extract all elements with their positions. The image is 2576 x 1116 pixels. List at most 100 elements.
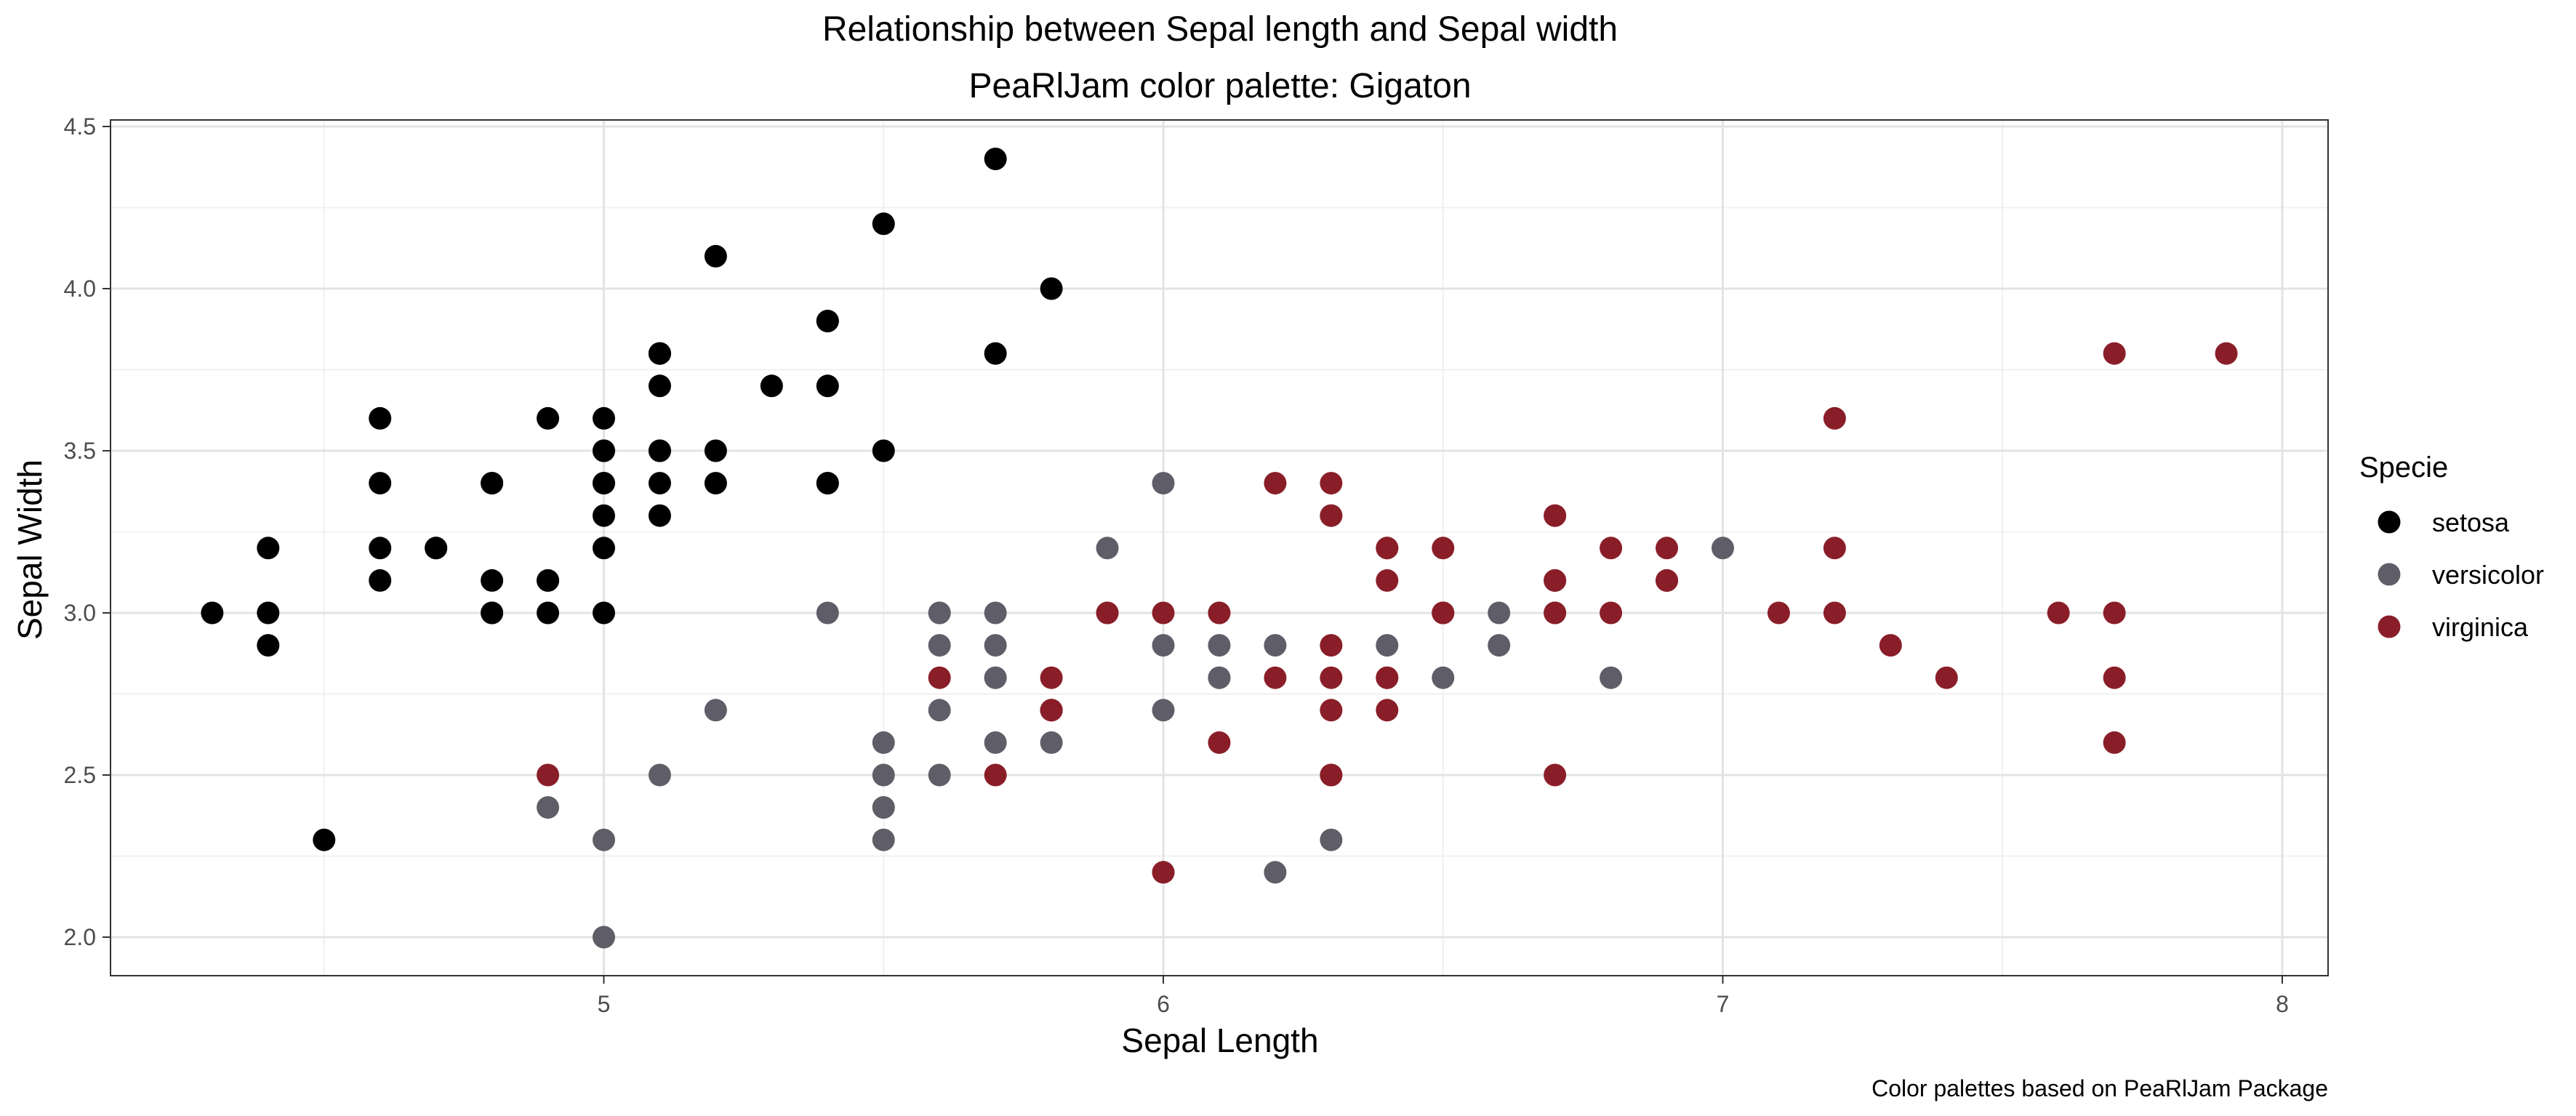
point-versicolor [704, 699, 727, 722]
point-virginica [1208, 601, 1231, 625]
point-versicolor [872, 796, 895, 819]
point-virginica [1600, 601, 1623, 625]
point-versicolor [1152, 699, 1175, 722]
point-versicolor [928, 601, 951, 625]
point-setosa [704, 439, 727, 462]
point-setosa [984, 148, 1007, 171]
plot-panel-border [110, 119, 2329, 976]
point-virginica [1544, 763, 1567, 787]
point-versicolor [1488, 634, 1511, 657]
point-virginica [537, 763, 560, 787]
point-setosa [648, 342, 671, 365]
point-versicolor [1208, 634, 1231, 657]
point-setosa [593, 439, 615, 462]
point-virginica [1544, 504, 1567, 527]
point-virginica [1320, 699, 1343, 722]
point-setosa [593, 504, 615, 527]
point-virginica [1320, 634, 1343, 657]
legend-items: setosa versicolor virginica [2378, 507, 2544, 642]
point-versicolor [928, 699, 951, 722]
point-virginica [928, 666, 951, 689]
point-setosa [257, 634, 280, 657]
legend-key-virginica [2378, 615, 2401, 638]
point-setosa [425, 537, 448, 560]
y-tick-label: 3.5 [64, 438, 96, 464]
point-versicolor [1264, 634, 1287, 657]
point-setosa [593, 537, 615, 560]
point-virginica [1376, 666, 1399, 689]
point-setosa [648, 374, 671, 398]
point-virginica [1152, 601, 1175, 625]
point-versicolor [1096, 537, 1119, 560]
point-virginica [2047, 601, 2070, 625]
point-setosa [369, 569, 392, 592]
point-setosa [648, 504, 671, 527]
minor-gridlines [111, 120, 2328, 976]
y-tick-label: 2.0 [64, 924, 96, 950]
point-virginica [1656, 537, 1679, 560]
point-setosa [369, 537, 392, 560]
point-setosa [369, 472, 392, 495]
point-setosa [313, 828, 336, 851]
point-setosa [816, 310, 839, 333]
plot-panel-background [111, 120, 2328, 976]
point-versicolor [1432, 666, 1455, 689]
point-setosa [760, 374, 783, 398]
point-setosa [537, 406, 560, 430]
point-setosa [481, 569, 504, 592]
point-versicolor [537, 796, 560, 819]
y-axis-ticks: 2.0 2.5 3.0 3.5 4.0 4.5 [64, 113, 111, 950]
point-versicolor [1376, 634, 1399, 657]
point-virginica [2103, 731, 2126, 754]
point-versicolor [872, 731, 895, 754]
point-versicolor [984, 634, 1007, 657]
point-virginica [1823, 601, 1846, 625]
point-setosa [537, 601, 560, 625]
point-setosa [648, 439, 671, 462]
x-axis-label: Sepal Length [1121, 1021, 1318, 1059]
point-virginica [1096, 601, 1119, 625]
point-setosa [816, 374, 839, 398]
point-versicolor [1712, 537, 1734, 560]
x-tick-label: 5 [598, 991, 611, 1017]
legend-label-setosa: setosa [2432, 507, 2510, 537]
x-tick-label: 6 [1157, 991, 1170, 1017]
point-setosa [257, 537, 280, 560]
point-versicolor [872, 763, 895, 787]
point-virginica [1656, 569, 1679, 592]
point-virginica [1376, 699, 1399, 722]
point-virginica [1376, 569, 1399, 592]
point-setosa [593, 472, 615, 495]
point-versicolor [1208, 666, 1231, 689]
x-tick-label: 8 [2276, 991, 2289, 1017]
point-setosa [369, 406, 392, 430]
point-virginica [1544, 601, 1567, 625]
y-axis-label: Sepal Width [11, 459, 49, 640]
point-setosa [201, 601, 224, 625]
point-virginica [1432, 601, 1455, 625]
point-versicolor [593, 926, 615, 949]
point-versicolor [1040, 731, 1063, 754]
point-setosa [1040, 277, 1063, 300]
point-versicolor [928, 763, 951, 787]
point-setosa [704, 472, 727, 495]
point-setosa [257, 601, 280, 625]
point-virginica [1935, 666, 1958, 689]
chart-subtitle: PeaRlJam color palette: Gigaton [968, 67, 1471, 105]
point-virginica [2103, 666, 2126, 689]
point-versicolor [928, 634, 951, 657]
point-versicolor [593, 828, 615, 851]
point-virginica [1040, 699, 1063, 722]
point-virginica [1320, 504, 1343, 527]
point-versicolor [1152, 472, 1175, 495]
point-virginica [1376, 537, 1399, 560]
point-setosa [872, 439, 895, 462]
x-tick-label: 7 [1717, 991, 1730, 1017]
y-tick-label: 2.5 [64, 762, 96, 788]
point-versicolor [1152, 634, 1175, 657]
point-virginica [1320, 763, 1343, 787]
point-virginica [1879, 634, 1902, 657]
point-virginica [1432, 537, 1455, 560]
y-tick-label: 4.5 [64, 113, 96, 140]
point-setosa [984, 342, 1007, 365]
